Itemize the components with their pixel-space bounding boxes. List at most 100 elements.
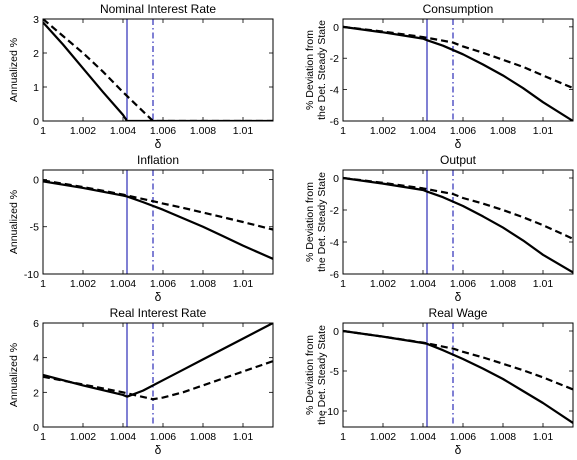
x-axis-label: δ — [455, 137, 462, 151]
y-tick-label: -5 — [30, 222, 39, 234]
chart-title: Output — [440, 153, 477, 167]
x-tick-label: 1 — [40, 278, 46, 290]
x-tick-label: 1.006 — [450, 278, 476, 290]
x-tick-label: 1.008 — [490, 125, 516, 137]
x-tick-label: 1.002 — [70, 431, 96, 443]
y-tick-label: -6 — [330, 116, 339, 128]
chart-panel-2: 1 1.002 1.004 1.006 1.008 1.01 0 -2 -4 -6 Consumpt… — [304, 2, 574, 151]
x-tick-label: 1.002 — [70, 278, 96, 290]
x-tick-label: 1.008 — [190, 125, 216, 137]
plot-frame — [42, 169, 274, 275]
plot-area — [343, 323, 573, 427]
x-tick-label: 1.008 — [190, 278, 216, 290]
y-tick-label: 2 — [33, 387, 39, 399]
y-axis-label: the Det. Steady State — [316, 172, 328, 272]
y-tick-label: -10 — [324, 406, 339, 418]
chart-panel-4: 1 1.002 1.004 1.006 1.008 1.01 0 -2 -4 -6 Output δ%… — [304, 153, 574, 304]
plot-frame — [342, 322, 574, 428]
x-tick-label: 1.008 — [490, 431, 516, 443]
y-tick-label: -4 — [330, 85, 339, 97]
x-tick-label: 1.004 — [110, 278, 136, 290]
chart-title: Consumption — [423, 2, 494, 16]
y-tick-label: 6 — [33, 318, 39, 330]
x-tick-label: 1.006 — [150, 278, 176, 290]
x-tick-label: 1.004 — [110, 431, 136, 443]
x-tick-label: 1 — [40, 125, 46, 137]
plot-area — [343, 19, 573, 121]
series-line-dashed — [43, 19, 273, 121]
x-tick-label: 1.004 — [410, 431, 436, 443]
x-tick-label: 1.01 — [233, 278, 254, 290]
x-tick-label: 1.006 — [450, 125, 476, 137]
x-tick-label: 1.01 — [233, 125, 254, 137]
y-axis-label: Annualized % — [8, 190, 20, 254]
x-tick-label: 1.006 — [450, 431, 476, 443]
series-line-solid — [43, 21, 273, 121]
chart-title: Inflation — [137, 153, 179, 167]
y-axis-label: % Deviation from — [304, 182, 316, 262]
x-tick-label: 1.008 — [190, 431, 216, 443]
y-axis-label: % Deviation from — [304, 335, 316, 415]
y-tick-label: 0 — [33, 174, 39, 186]
x-axis-label: δ — [155, 290, 162, 304]
chart-panel-5: 1 1.002 1.004 1.006 1.008 1.01 0 2 4 6 Real Intere… — [8, 306, 274, 457]
x-tick-label: 1 — [340, 278, 346, 290]
plot-frame — [42, 322, 274, 428]
x-tick-label: 1 — [340, 431, 346, 443]
x-tick-label: 1.008 — [490, 278, 516, 290]
x-axis-label: δ — [155, 443, 162, 457]
y-axis-label: the Det. Steady State — [316, 325, 328, 425]
y-tick-label: -2 — [330, 53, 339, 65]
x-tick-label: 1 — [340, 125, 346, 137]
x-tick-label: 1.01 — [533, 278, 554, 290]
x-axis-label: δ — [155, 137, 162, 151]
series-line-solid — [43, 323, 273, 398]
plot-frame — [342, 169, 574, 275]
y-tick-label: 1 — [33, 82, 39, 94]
chart-title: Real Interest Rate — [110, 306, 207, 320]
chart-panel-6: 1 1.002 1.004 1.006 1.008 1.01 0 -5 -10 Real Wage… — [304, 306, 574, 457]
x-axis-label: δ — [455, 443, 462, 457]
x-tick-label: 1.002 — [370, 278, 396, 290]
y-tick-label: -2 — [330, 205, 339, 217]
x-tick-label: 1.01 — [533, 125, 554, 137]
series-line-dashed — [43, 179, 273, 231]
x-tick-label: 1.002 — [370, 431, 396, 443]
x-tick-label: 1.004 — [410, 278, 436, 290]
series-line-dashed — [343, 329, 573, 391]
chart-title: Real Wage — [429, 306, 488, 320]
series-line-dashed — [343, 25, 573, 90]
plot-area — [343, 170, 573, 274]
x-tick-label: 1.004 — [110, 125, 136, 137]
y-tick-label: 0 — [33, 422, 39, 434]
x-tick-label: 1 — [40, 431, 46, 443]
x-axis-label: δ — [455, 290, 462, 304]
chart-panel-3: 1 1.002 1.004 1.006 1.008 1.01 0 -5 -10 Inflation… — [8, 153, 274, 304]
plot-frame — [42, 18, 274, 122]
series-line-solid — [343, 25, 573, 121]
x-tick-label: 1.002 — [370, 125, 396, 137]
x-tick-label: 1.01 — [233, 431, 254, 443]
y-tick-label: 2 — [33, 48, 39, 60]
series-line-dashed — [43, 360, 273, 401]
y-tick-label: -10 — [24, 269, 39, 281]
x-tick-label: 1.01 — [533, 431, 554, 443]
x-tick-label: 1.006 — [150, 125, 176, 137]
y-axis-label: Annualized % — [8, 38, 20, 102]
y-tick-label: 0 — [33, 116, 39, 128]
y-tick-label: 0 — [333, 22, 339, 34]
series-line-solid — [343, 176, 573, 274]
y-tick-label: -6 — [330, 269, 339, 281]
y-tick-label: 0 — [333, 173, 339, 185]
y-tick-label: 4 — [33, 353, 39, 365]
y-tick-label: 3 — [33, 14, 39, 26]
x-tick-label: 1.006 — [150, 431, 176, 443]
series-line-dashed — [343, 176, 573, 240]
plot-frame — [342, 18, 574, 122]
y-tick-label: -5 — [330, 366, 339, 378]
y-tick-label: 0 — [333, 326, 339, 338]
chart-title: Nominal Interest Rate — [100, 2, 216, 16]
y-axis-label: Annualized % — [8, 343, 20, 407]
y-axis-label: % Deviation from — [304, 30, 316, 110]
